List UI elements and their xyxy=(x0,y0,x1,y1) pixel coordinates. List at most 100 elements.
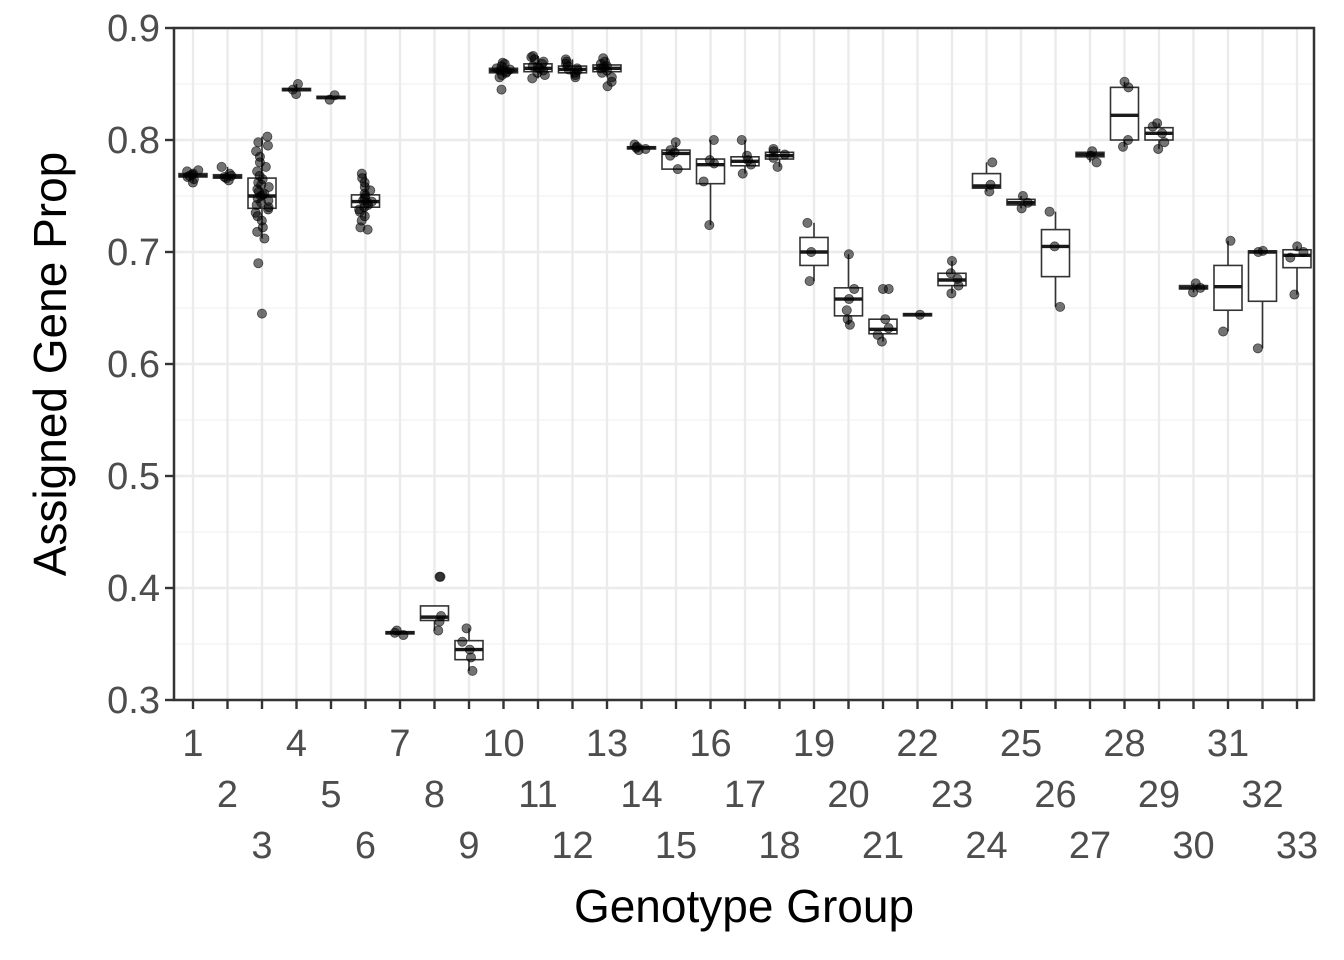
data-point xyxy=(843,249,854,260)
x-tick-label: 16 xyxy=(689,723,731,765)
data-point xyxy=(741,150,752,161)
data-point xyxy=(1218,326,1229,337)
y-tick-label: 0.3 xyxy=(107,680,160,722)
data-point xyxy=(253,258,264,269)
x-tick-label: 26 xyxy=(1034,774,1076,816)
data-point xyxy=(262,140,273,151)
x-tick-label: 20 xyxy=(827,774,869,816)
y-tick-label: 0.6 xyxy=(107,344,160,386)
data-point xyxy=(224,168,235,179)
data-point xyxy=(629,139,640,150)
box-body xyxy=(1247,250,1278,303)
data-point xyxy=(182,166,193,177)
data-point xyxy=(704,155,715,166)
data-point xyxy=(497,57,508,68)
box-31 xyxy=(1213,240,1243,332)
x-tick-label: 2 xyxy=(217,774,238,816)
x-tick-label: 11 xyxy=(518,774,557,816)
data-point xyxy=(329,90,340,101)
data-point xyxy=(598,53,609,64)
data-point xyxy=(779,149,790,160)
data-point xyxy=(842,314,853,325)
x-tick-label: 8 xyxy=(424,774,445,816)
x-tick-label: 32 xyxy=(1241,774,1283,816)
jitter-points xyxy=(182,51,1309,676)
x-axis: 1234567891011121314151617181920212223242… xyxy=(182,700,1318,867)
data-point xyxy=(433,625,444,636)
data-point xyxy=(841,305,852,316)
data-point xyxy=(253,137,264,148)
x-tick-label: 18 xyxy=(758,825,800,867)
x-tick-label: 27 xyxy=(1069,825,1111,867)
x-tick-label: 6 xyxy=(355,825,376,867)
y-tick-label: 0.4 xyxy=(107,568,160,610)
data-point xyxy=(1049,241,1060,252)
data-point xyxy=(1044,206,1055,217)
data-point xyxy=(538,56,549,67)
data-point xyxy=(1190,278,1201,289)
x-axis-title: Genotype Group xyxy=(574,880,914,932)
data-point xyxy=(1157,128,1168,139)
data-point xyxy=(528,51,539,62)
data-point xyxy=(1292,241,1303,252)
x-tick-label: 21 xyxy=(862,825,904,867)
data-point xyxy=(1119,76,1130,87)
x-tick-label: 24 xyxy=(965,825,1007,867)
data-point xyxy=(1087,146,1098,157)
data-point xyxy=(262,131,273,142)
data-point xyxy=(259,233,270,244)
data-point xyxy=(772,161,783,172)
x-tick-label: 7 xyxy=(389,723,410,765)
data-point xyxy=(193,165,204,176)
y-tick-label: 0.9 xyxy=(107,8,160,50)
data-point xyxy=(1153,143,1164,154)
data-point xyxy=(640,143,651,154)
data-point xyxy=(1117,141,1128,152)
data-point xyxy=(844,294,855,305)
y-axis: 0.3 0.4 0.5 0.6 0.7 0.8 0.9 xyxy=(107,8,174,722)
x-tick-label: 10 xyxy=(482,723,524,765)
y-tick-label: 0.7 xyxy=(107,232,160,274)
x-tick-label: 23 xyxy=(931,774,973,816)
data-point xyxy=(560,54,571,65)
data-point xyxy=(768,143,779,154)
data-point xyxy=(1091,157,1102,168)
data-point xyxy=(945,268,956,279)
data-point xyxy=(467,665,478,676)
data-point xyxy=(665,145,676,156)
data-point xyxy=(1016,203,1027,214)
data-point xyxy=(436,611,447,622)
x-tick-label: 28 xyxy=(1103,723,1145,765)
data-point xyxy=(806,246,817,257)
y-tick-label: 0.5 xyxy=(107,456,160,498)
data-point xyxy=(946,288,957,299)
x-tick-label: 19 xyxy=(793,723,835,765)
data-point xyxy=(1188,287,1199,298)
data-point xyxy=(356,168,367,179)
y-axis-title: Assigned Gene Prop xyxy=(24,152,76,577)
x-tick-label: 15 xyxy=(655,825,697,867)
x-tick-label: 3 xyxy=(251,825,272,867)
data-point xyxy=(1159,137,1170,148)
x-tick-label: 31 xyxy=(1207,723,1249,765)
x-tick-label: 12 xyxy=(551,825,593,867)
x-tick-label: 30 xyxy=(1172,825,1214,867)
data-point xyxy=(883,323,894,334)
data-point xyxy=(1152,118,1163,129)
data-point xyxy=(1055,301,1066,312)
x-tick-label: 33 xyxy=(1276,825,1318,867)
data-point xyxy=(496,84,507,95)
data-point xyxy=(1289,289,1300,300)
data-point xyxy=(1017,190,1028,201)
data-point xyxy=(704,220,715,231)
data-point xyxy=(461,623,472,634)
data-point xyxy=(914,309,925,320)
data-point xyxy=(252,166,263,177)
data-point xyxy=(292,79,303,90)
data-point xyxy=(1298,246,1309,257)
data-point xyxy=(464,644,475,655)
x-tick-label: 5 xyxy=(320,774,341,816)
data-point xyxy=(434,571,445,582)
x-tick-label: 13 xyxy=(586,723,628,765)
